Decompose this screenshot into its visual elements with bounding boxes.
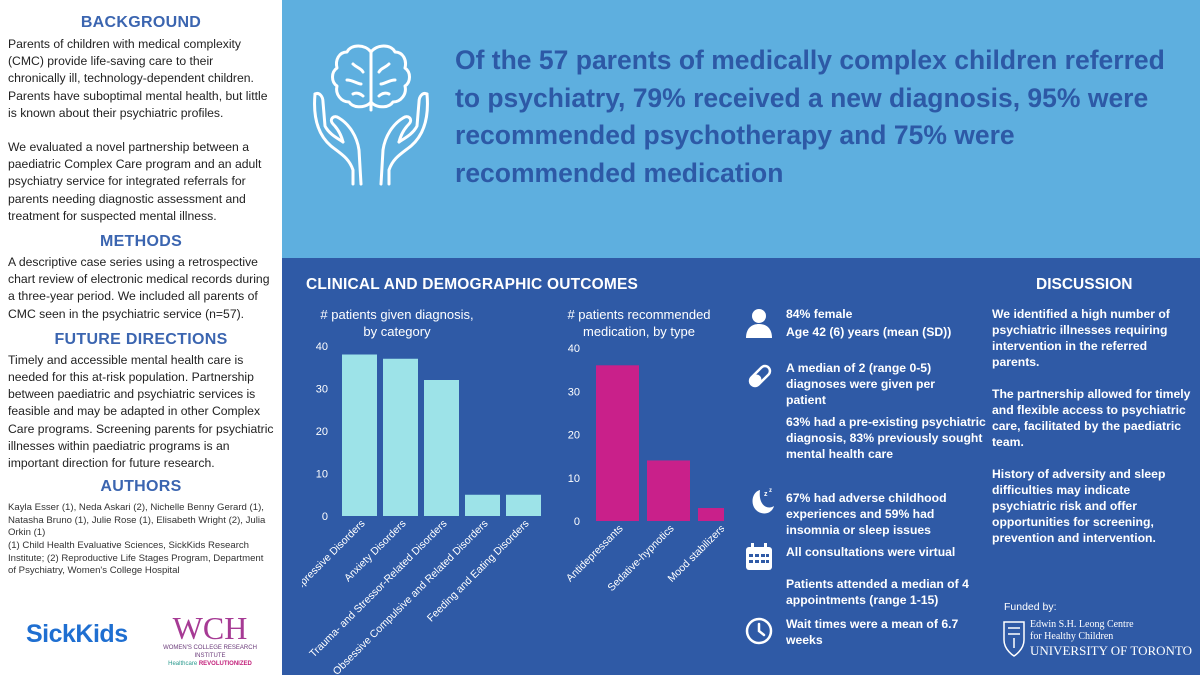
stat-median-diagnoses: A median of 2 (range 0-5) diagnoses were… — [786, 361, 936, 407]
headline-text: Of the 57 parents of medically complex c… — [455, 45, 1165, 188]
wch-tag-healthcare: Healthcare — [168, 661, 198, 667]
stat-virtual: All consultations were virtual — [786, 545, 956, 559]
funder-line-2: for Healthy Children — [1030, 631, 1114, 642]
stat-female: 84% female — [786, 307, 853, 321]
diagnosis-chart-title: # patients given diagnosis, by category — [320, 307, 474, 339]
diagnosis-bar — [383, 358, 418, 516]
medication-ytick: 10 — [568, 473, 580, 485]
medication-ytick: 0 — [574, 516, 580, 528]
wch-logo-tagline: Healthcare REVOLUTIONIZED — [150, 660, 270, 668]
diagnosis-xtick: Depressive Disorders — [302, 518, 368, 597]
background-heading: BACKGROUND — [80, 14, 202, 31]
wch-logo-mark: WCH — [172, 610, 248, 646]
sickkids-logo: SickKids — [26, 620, 128, 648]
diagnosis-ytick: 40 — [316, 341, 328, 353]
stat-adverse-childhood: 67% had adverse childhood experiences an… — [786, 491, 947, 537]
diagnosis-bar — [465, 494, 500, 516]
authors-names: Kayla Esser (1), Neda Askari (2), Nichel… — [8, 502, 266, 539]
medication-bar — [647, 460, 690, 521]
wch-logo: WCH WOMEN'S COLLEGE RESEARCH INSTITUTE H… — [150, 612, 270, 668]
diagnosis-ytick: 30 — [316, 384, 328, 396]
future-directions-heading: FUTURE DIRECTIONS — [54, 330, 228, 348]
medication-ytick: 40 — [568, 343, 580, 355]
discussion-paragraph-1: We identified a high number of psychiatr… — [992, 307, 1170, 369]
stat-appointments: Patients attended a median of 4 appointm… — [786, 577, 969, 607]
brain-in-hands-icon — [313, 44, 429, 186]
person-icon — [746, 309, 772, 338]
headline-banner: Of the 57 parents of medically complex c… — [282, 0, 1200, 258]
authors-affiliations: (1) Child Health Evaluative Sciences, Si… — [8, 540, 264, 577]
medication-bar-chart: 010203040AntidepressantsSedative-hypnoti… — [564, 343, 724, 594]
background-paragraph-2: We evaluated a novel partnership between… — [8, 140, 262, 223]
funded-by-label: Funded by: — [1004, 601, 1057, 613]
diagnosis-bar — [342, 354, 377, 516]
discussion-paragraph-3: History of adversity and sleep difficult… — [992, 467, 1166, 545]
medication-ytick: 20 — [568, 430, 580, 442]
funder-line-1: Edwin S.H. Leong Centre — [1030, 619, 1134, 630]
stat-age: Age 42 (6) years (mean (SD)) — [786, 325, 952, 339]
crest-icon — [1003, 621, 1025, 657]
wch-logo-subtitle: WOMEN'S COLLEGE RESEARCH INSTITUTE — [163, 645, 257, 659]
diagnosis-bar — [424, 380, 459, 516]
left-column: BACKGROUND Parents of children with medi… — [0, 0, 282, 675]
stat-wait-times: Wait times were a mean of 6.7 weeks — [786, 617, 959, 647]
outcomes-title: CLINICAL AND DEMOGRAPHIC OUTCOMES — [306, 276, 639, 293]
diagnosis-bar — [506, 494, 541, 516]
svg-text:z: z — [764, 491, 768, 498]
future-directions-paragraph: Timely and accessible mental health care… — [8, 352, 274, 471]
discussion-paragraph-2: The partnership allowed for timely and f… — [992, 387, 1191, 449]
medication-ytick: 30 — [568, 386, 580, 398]
medication-bar — [596, 365, 639, 521]
authors-heading: AUTHORS — [100, 478, 182, 496]
funder-line-3: UNIVERSITY OF TORONTO — [1030, 643, 1193, 658]
background-paragraph-1: Parents of children with medical complex… — [8, 37, 268, 120]
diagnosis-ytick: 0 — [322, 511, 328, 523]
wch-tag-revolutionized: REVOLUTIONIZED — [198, 661, 252, 667]
diagnosis-xtick: Obsessive Compulsive and Related Disorde… — [331, 518, 491, 675]
outcomes-panel: CLINICAL AND DEMOGRAPHIC OUTCOMES DISCUS… — [282, 258, 1200, 675]
svg-text:z: z — [769, 488, 772, 494]
calendar-icon — [746, 543, 772, 570]
diagnosis-ytick: 10 — [316, 469, 328, 481]
pill-icon — [748, 364, 772, 388]
methods-paragraph: A descriptive case series using a retros… — [8, 255, 270, 321]
clock-icon — [745, 617, 773, 645]
discussion-title: DISCUSSION — [1036, 276, 1133, 293]
stat-preexisting: 63% had a pre-existing psychiatric diagn… — [786, 415, 986, 461]
medication-bar — [698, 508, 724, 521]
discussion-text: We identified a high number of psychiatr… — [992, 306, 1192, 562]
medication-chart-title: # patients recommended medication, by ty… — [567, 307, 711, 339]
methods-heading: METHODS — [99, 233, 183, 251]
diagnosis-ytick: 20 — [316, 426, 328, 438]
